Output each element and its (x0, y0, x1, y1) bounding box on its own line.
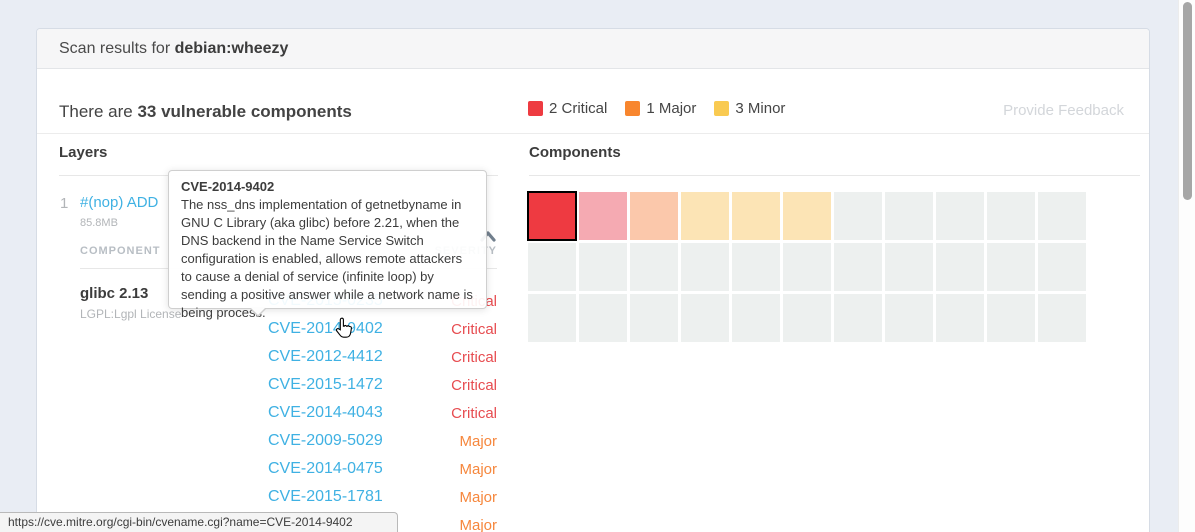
severity-legend: 2 Critical 1 Major 3 Minor (528, 100, 785, 117)
component-cell-none[interactable] (579, 243, 627, 291)
summary-prefix: There are (59, 102, 138, 121)
panel-title: Scan results for debian:wheezy (37, 29, 1149, 69)
component-cell-none[interactable] (885, 294, 933, 342)
severity-label: Major (459, 461, 497, 478)
severity-label: Critical (451, 349, 497, 366)
component-cell-none[interactable] (528, 294, 576, 342)
component-cell-none[interactable] (528, 243, 576, 291)
component-cell-none[interactable] (783, 294, 831, 342)
cve-tooltip: CVE-2014-9402 The nss_dns implementation… (168, 170, 487, 320)
cve-link[interactable]: CVE-2009-5029 (268, 432, 383, 449)
provide-feedback-link[interactable]: Provide Feedback (1003, 102, 1124, 119)
vulnerability-row: Major (268, 511, 497, 532)
severity-label: Major (459, 517, 497, 532)
component-cell-minor[interactable] (732, 192, 780, 240)
component-cell-none[interactable] (783, 243, 831, 291)
cve-link[interactable]: CVE-2012-4412 (268, 348, 383, 365)
component-cell-none[interactable] (681, 243, 729, 291)
tooltip-cve-title: CVE-2014-9402 (181, 179, 275, 194)
vulnerability-row: CVE-2015-1781 Major (268, 483, 497, 511)
component-cell-none[interactable] (579, 294, 627, 342)
layer-title-link[interactable]: #(nop) ADD (80, 194, 159, 211)
summary-row: There are 33 vulnerable components 2 Cri… (37, 69, 1149, 134)
components-heatmap (527, 191, 1086, 342)
component-cell-none[interactable] (885, 243, 933, 291)
legend-swatch (528, 101, 543, 116)
component-cell-none[interactable] (885, 192, 933, 240)
panel-title-prefix: Scan results for (59, 40, 175, 57)
components-heading-divider (529, 175, 1140, 176)
legend-label: 1 Major (646, 100, 697, 117)
vulnerability-row: CVE-2014-0475 Major (268, 455, 497, 483)
component-license: LGPL:Lgpl License (80, 307, 182, 321)
severity-label: Critical (451, 321, 497, 338)
component-cell-none[interactable] (834, 192, 882, 240)
cve-link[interactable]: CVE-2015-1472 (268, 376, 383, 393)
legend-item: 3 Minor (714, 100, 785, 117)
component-cell-none[interactable] (987, 192, 1035, 240)
component-cell-none[interactable] (630, 294, 678, 342)
component-cell-none[interactable] (732, 294, 780, 342)
component-cell-minor[interactable] (681, 192, 729, 240)
legend-item: 2 Critical (528, 100, 607, 117)
legend-swatch (714, 101, 730, 116)
vulnerability-row: CVE-2015-1472 Critical (268, 371, 497, 399)
component-cell-none[interactable] (936, 243, 984, 291)
vulnerability-row: CVE-2014-9402 Critical (268, 315, 497, 343)
severity-label: Major (459, 489, 497, 506)
vulnerability-row: CVE-2009-5029 Major (268, 427, 497, 455)
legend-swatch (625, 101, 641, 116)
cve-link[interactable]: CVE-2014-4043 (268, 404, 383, 421)
layers-heading: Layers (59, 144, 108, 161)
component-cell-none[interactable] (1038, 294, 1086, 342)
scrollbar-track[interactable] (1178, 0, 1195, 532)
component-cell-none[interactable] (681, 294, 729, 342)
cve-link[interactable]: CVE-2014-0475 (268, 460, 383, 477)
component-cell-none[interactable] (987, 294, 1035, 342)
component-cell-none[interactable] (1038, 243, 1086, 291)
component-cell-none[interactable] (834, 294, 882, 342)
components-heading: Components (529, 144, 621, 161)
component-column-header: COMPONENT (80, 245, 161, 257)
severity-label: Critical (451, 377, 497, 394)
component-cell-none[interactable] (936, 192, 984, 240)
vulnerability-row: CVE-2014-4043 Critical (268, 399, 497, 427)
summary-count: 33 vulnerable components (137, 102, 352, 121)
component-cell-critical-selected[interactable] (527, 191, 577, 241)
cve-link[interactable]: CVE-2014-9402 (268, 320, 383, 337)
hand-cursor-icon (334, 317, 354, 344)
component-cell-minor[interactable] (783, 192, 831, 240)
tooltip-cve-description: The nss_dns implementation of getnetbyna… (181, 197, 473, 320)
component-cell-major[interactable] (630, 192, 678, 240)
layer-index: 1 (60, 195, 69, 212)
legend-label: 2 Critical (549, 100, 608, 117)
component-cell-none[interactable] (630, 243, 678, 291)
component-cell-none[interactable] (732, 243, 780, 291)
cve-link[interactable]: CVE-2015-1781 (268, 488, 383, 505)
component-cell-none[interactable] (1038, 192, 1086, 240)
severity-label: Major (459, 433, 497, 450)
component-name: glibc 2.13 (80, 285, 149, 302)
vulnerability-list: CVE-2015-0235CriticalCVE-2014-9402Critic… (268, 287, 497, 532)
scrollbar-thumb[interactable] (1183, 2, 1192, 200)
link-preview-status-bar: https://cve.mitre.org/cgi-bin/cvename.cg… (0, 512, 398, 532)
component-cell-critical[interactable] (579, 192, 627, 240)
component-cell-none[interactable] (834, 243, 882, 291)
image-name: debian:wheezy (174, 40, 289, 57)
severity-label: Critical (451, 405, 497, 422)
vulnerable-components-summary: There are 33 vulnerable components (59, 102, 352, 122)
vulnerability-row: CVE-2012-4412 Critical (268, 343, 497, 371)
layer-size: 85.8MB (80, 217, 118, 229)
legend-label: 3 Minor (735, 100, 786, 117)
legend-item: 1 Major (625, 100, 696, 117)
component-cell-none[interactable] (987, 243, 1035, 291)
component-cell-none[interactable] (936, 294, 984, 342)
